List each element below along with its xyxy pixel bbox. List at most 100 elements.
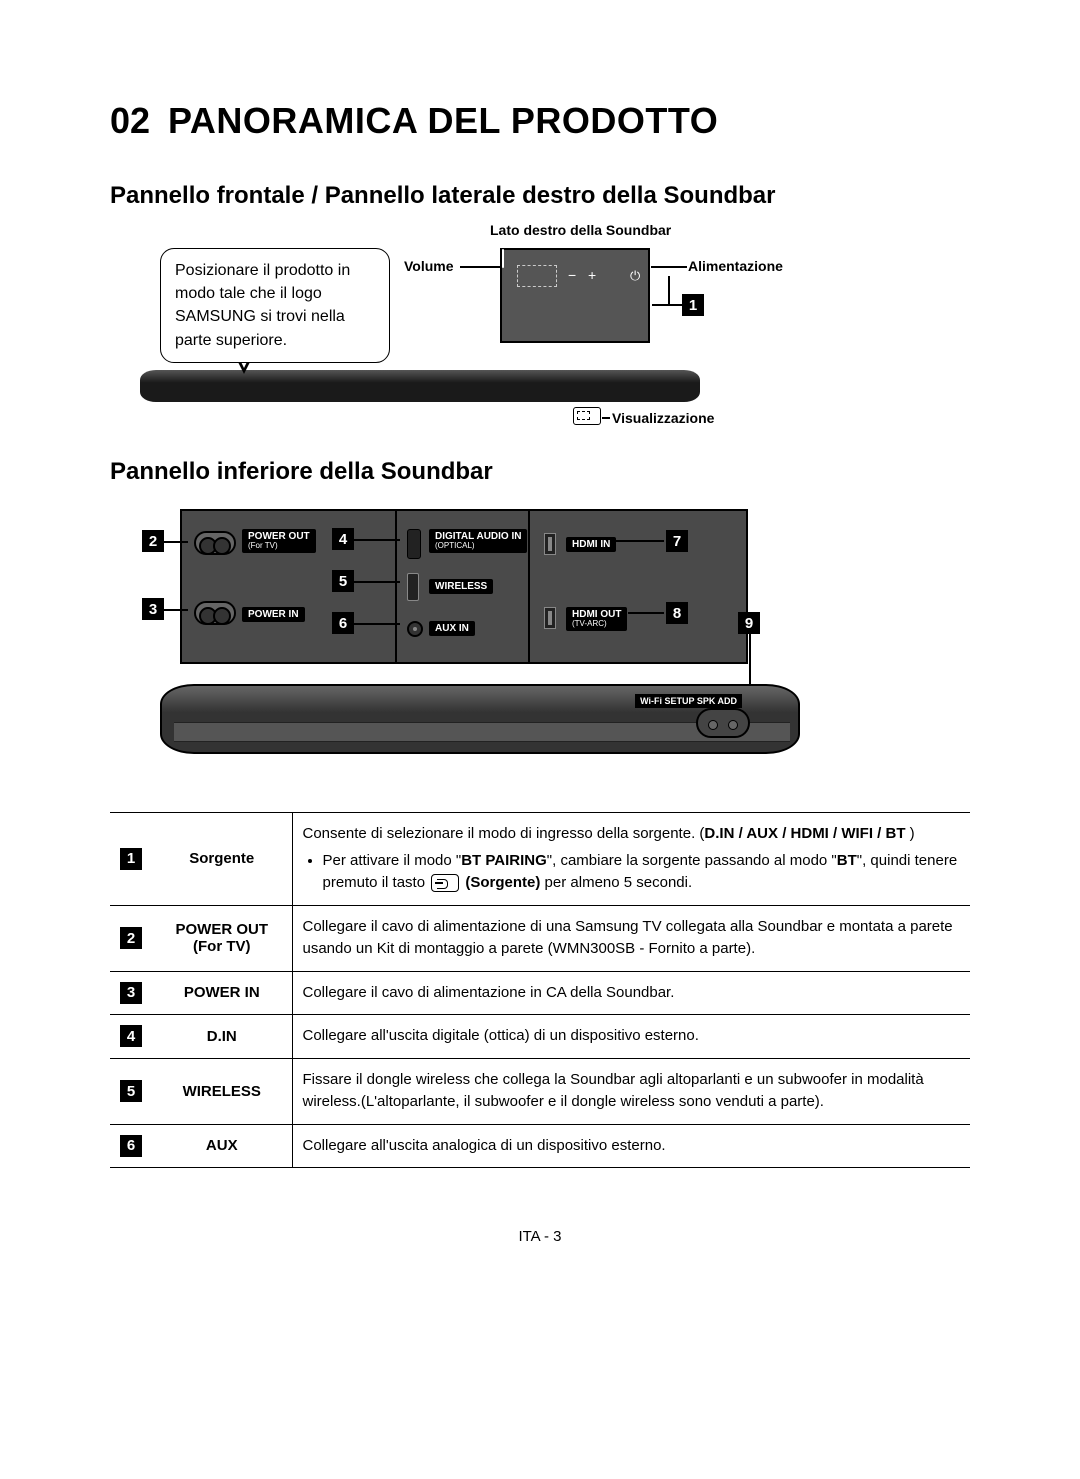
desc-bold: BT PAIRING <box>461 852 547 869</box>
row-name-power-out: POWER OUT (For TV) <box>152 905 292 971</box>
wifi-spk-sticker: Wi-Fi SETUP SPK ADD <box>635 694 742 708</box>
section-header: 02 PANORAMICA DEL PRODOTTO <box>110 100 970 142</box>
leader-line <box>651 266 687 268</box>
wireless-port-icon <box>407 573 419 601</box>
leader-line <box>354 581 400 583</box>
row-name-din: D.IN <box>152 1015 292 1059</box>
leader-line <box>354 539 400 541</box>
soundbar-bottom-illustration: Wi-Fi SETUP SPK ADD <box>160 684 800 754</box>
volume-plus-icon: + <box>588 267 596 283</box>
row-name-line1: POWER OUT <box>176 921 269 938</box>
table-row: 5 WIRELESS Fissare il dongle wireless ch… <box>110 1058 970 1124</box>
row-desc-din: Collegare all'uscita digitale (ottica) d… <box>292 1015 970 1059</box>
table-row: 2 POWER OUT (For TV) Collegare il cavo d… <box>110 905 970 971</box>
marker-9: 9 <box>738 612 760 634</box>
marker-1-cell: 1 <box>120 848 142 870</box>
row-desc-aux: Collegare all'uscita analogica di un dis… <box>292 1124 970 1168</box>
leader-line <box>164 541 188 543</box>
desc-text: Per attivare il modo " <box>323 852 462 869</box>
table-row: 4 D.IN Collegare all'uscita digitale (ot… <box>110 1015 970 1059</box>
display-icon <box>573 407 601 425</box>
row-name-wireless: WIRELESS <box>152 1058 292 1124</box>
desc-text: Consente di selezionare il modo di ingre… <box>303 825 705 842</box>
marker-8: 8 <box>666 602 688 624</box>
hdmi-in-port-icon <box>544 533 556 555</box>
marker-5-cell: 5 <box>120 1080 142 1102</box>
row-desc-wireless: Fissare il dongle wireless che collega l… <box>292 1058 970 1124</box>
leader-line <box>164 609 188 611</box>
aux-port-icon <box>407 621 423 637</box>
port-label-hdmi-out-sub: (TV-ARC) <box>572 620 621 629</box>
table-row: 1 Sorgente Consente di selezionare il mo… <box>110 813 970 906</box>
power-icon: ⏻ <box>630 268 640 284</box>
desc-bold: BT <box>837 852 857 869</box>
panel-block-hdmi: HDMI IN HDMI OUT (TV-ARC) <box>528 509 748 664</box>
leader-line <box>602 417 610 419</box>
leader-line <box>616 540 664 542</box>
desc-bullet: Per attivare il modo "BT PAIRING", cambi… <box>323 850 961 895</box>
diagram-bottom-panel: POWER OUT (For TV) POWER IN DIGITAL AUDI… <box>110 504 970 794</box>
marker-2-cell: 2 <box>120 927 142 949</box>
marker-2: 2 <box>142 530 164 552</box>
table-row: 3 POWER IN Collegare il cavo di alimenta… <box>110 971 970 1015</box>
label-side-of-soundbar: Lato destro della Soundbar <box>490 222 671 238</box>
marker-3-cell: 3 <box>120 982 142 1004</box>
volume-minus-icon: − <box>568 267 576 283</box>
port-label-digital-audio: DIGITAL AUDIO IN (OPTICAL) <box>429 529 527 553</box>
port-label-power-out: POWER OUT (For TV) <box>242 529 316 553</box>
row-desc-power-out: Collegare il cavo di alimentazione di un… <box>292 905 970 971</box>
desc-modes: D.IN / AUX / HDMI / WIFI / BT <box>704 825 905 842</box>
marker-7: 7 <box>666 530 688 552</box>
row-name-line2: (For TV) <box>193 938 251 955</box>
leader-line <box>749 634 751 690</box>
source-button-inline-icon <box>431 874 459 892</box>
section-title: PANORAMICA DEL PRODOTTO <box>168 100 718 142</box>
marker-6: 6 <box>332 612 354 634</box>
marker-1: 1 <box>682 294 704 316</box>
port-label-hdmi-in: HDMI IN <box>566 537 616 552</box>
table-row: 6 AUX Collegare all'uscita analogica di … <box>110 1124 970 1168</box>
power-out-connector-icon <box>194 531 236 555</box>
marker-3: 3 <box>142 598 164 620</box>
soundbar-front-illustration <box>140 370 700 402</box>
row-desc-power-in: Collegare il cavo di alimentazione in CA… <box>292 971 970 1015</box>
leader-line <box>460 266 500 268</box>
wifi-spk-buttons-icon <box>696 708 750 738</box>
marker-5: 5 <box>332 570 354 592</box>
section-number: 02 <box>110 100 150 142</box>
marker-4-cell: 4 <box>120 1025 142 1047</box>
subheading-bottom-panel: Pannello inferiore della Soundbar <box>110 458 970 486</box>
panel-block-power: POWER OUT (For TV) POWER IN <box>180 509 400 664</box>
desc-text: ", cambiare la sorgente passando al modo… <box>547 852 837 869</box>
marker-4: 4 <box>332 528 354 550</box>
row-name-power-in: POWER IN <box>152 971 292 1015</box>
optical-port-icon <box>407 529 421 559</box>
row-name-sorgente: Sorgente <box>152 813 292 906</box>
leader-line <box>668 276 670 304</box>
diagram-side-panel: − + ⏻ <box>500 248 650 343</box>
hdmi-out-port-icon <box>544 607 556 629</box>
marker-6-cell: 6 <box>120 1135 142 1157</box>
subheading-front-panel: Pannello frontale / Pannello laterale de… <box>110 182 970 210</box>
power-in-connector-icon <box>194 601 236 625</box>
row-name-aux: AUX <box>152 1124 292 1168</box>
port-label-power-out-sub: (For TV) <box>248 542 310 551</box>
callout-position-logo: Posizionare il prodotto in modo tale che… <box>160 248 390 363</box>
label-display: Visualizzazione <box>612 410 714 426</box>
desc-text: ) <box>906 825 915 842</box>
port-label-digital-audio-sub: (OPTICAL) <box>435 542 521 551</box>
ports-description-table: 1 Sorgente Consente di selezionare il mo… <box>110 812 970 1168</box>
display-dashed-icon <box>517 265 557 287</box>
port-label-hdmi-out: HDMI OUT (TV-ARC) <box>566 607 627 631</box>
source-button-icon <box>502 249 504 268</box>
page-footer: ITA - 3 <box>110 1228 970 1245</box>
leader-line <box>652 304 682 306</box>
desc-text: per almeno 5 secondi. <box>540 874 692 891</box>
label-volume: Volume <box>404 258 454 274</box>
label-power: Alimentazione <box>688 258 783 274</box>
row-desc-sorgente: Consente di selezionare il modo di ingre… <box>292 813 970 906</box>
port-label-power-in: POWER IN <box>242 607 305 622</box>
port-label-wireless: WIRELESS <box>429 579 493 594</box>
diagram-front-panel: Lato destro della Soundbar Posizionare i… <box>110 228 970 428</box>
leader-line <box>628 612 664 614</box>
